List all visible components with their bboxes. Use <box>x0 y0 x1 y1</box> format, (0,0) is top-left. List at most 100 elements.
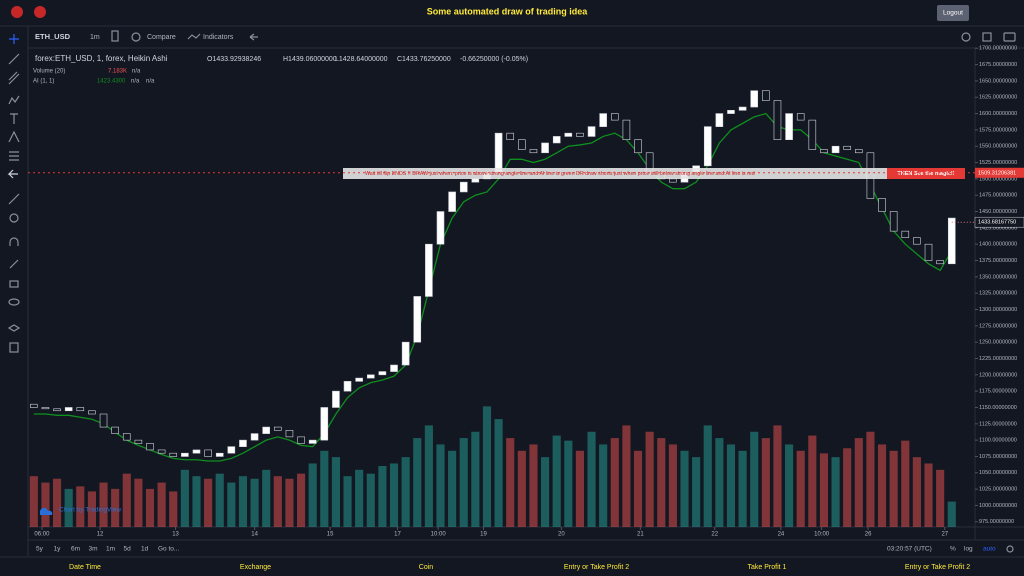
trendline-tool[interactable] <box>8 53 20 65</box>
tree-tool[interactable] <box>7 324 21 332</box>
volume-bar <box>517 450 526 527</box>
x-tick-label: 22 <box>711 532 718 538</box>
volume-bar <box>692 457 701 527</box>
chart-style-icon[interactable] <box>111 30 119 42</box>
y-tick-label: 1600.00000000 <box>979 111 1017 117</box>
candle-body <box>366 374 375 379</box>
ai-value: 1423.4300 <box>97 79 126 85</box>
logout-button[interactable] <box>937 5 969 21</box>
undo-icon[interactable] <box>249 33 258 41</box>
candle-body <box>320 407 329 441</box>
candle-body <box>192 449 201 454</box>
candle-body <box>599 113 607 127</box>
candle-body <box>634 139 642 154</box>
range-button[interactable]: 1d <box>141 546 149 553</box>
zoom-tool[interactable] <box>9 213 19 223</box>
volume-bar <box>459 438 468 527</box>
volume-bar <box>715 438 724 527</box>
crosshair-tool[interactable] <box>9 34 19 44</box>
settings-icon[interactable] <box>961 32 971 42</box>
footer-label: Take Profit 1 <box>748 564 787 571</box>
range-button[interactable]: 1m <box>106 546 115 553</box>
range-button[interactable]: 5y <box>36 546 44 553</box>
volume-bar <box>575 450 584 527</box>
footer-label: Exchange <box>240 564 271 571</box>
prediction-tool[interactable] <box>8 130 20 143</box>
lock-tool[interactable] <box>9 280 19 288</box>
y-tick-label: 1225.00000000 <box>979 356 1017 362</box>
fullscreen-icon[interactable] <box>982 32 992 42</box>
candle-body <box>274 426 282 431</box>
candle-body <box>831 145 840 154</box>
candle-body <box>204 449 212 457</box>
ruler-tool[interactable] <box>8 193 20 205</box>
snapshot-icon[interactable] <box>1003 32 1016 42</box>
volume-bar <box>273 476 282 527</box>
volume-bar <box>169 491 178 527</box>
footer-label: Entry or Take Profit 2 <box>905 564 970 571</box>
log-toggle[interactable]: log <box>964 546 973 553</box>
candle-body <box>518 139 526 150</box>
candle-body <box>227 446 236 454</box>
candle-body <box>88 410 96 415</box>
axis-settings-icon[interactable] <box>1006 545 1014 553</box>
y-tick-label: 1675.00000000 <box>979 62 1017 68</box>
volume-bar <box>134 478 143 527</box>
x-tick-label: 12 <box>97 532 104 538</box>
hide-tool[interactable] <box>8 298 20 306</box>
indicators-icon[interactable] <box>187 33 201 40</box>
level-label: 1509.31206381 <box>978 170 1016 176</box>
volume-bar <box>854 438 863 527</box>
legend-high: H1439.06000000 <box>283 56 337 63</box>
candle-body <box>622 119 631 141</box>
percent-toggle[interactable]: % <box>950 546 956 553</box>
last-price-box <box>974 216 1024 228</box>
range-button[interactable]: 6m <box>71 546 80 553</box>
volume-bar <box>64 488 73 527</box>
range-button[interactable]: 1y <box>54 546 62 553</box>
x-tick-label: 17 <box>394 532 401 538</box>
candle-body <box>41 407 50 410</box>
y-tick-label: 1175.00000000 <box>979 389 1017 395</box>
stay-drawing-tool[interactable] <box>9 259 19 269</box>
x-tick-label: 10:00 <box>431 532 447 538</box>
volume-bar <box>401 457 410 527</box>
delete-tool[interactable] <box>9 342 19 353</box>
candle-body <box>611 113 619 121</box>
interval-button[interactable]: 1m <box>90 34 100 41</box>
volume-bar <box>901 440 910 527</box>
back-tool[interactable] <box>7 169 18 179</box>
magnet-tool[interactable] <box>9 237 19 246</box>
symbol-button[interactable]: ETH_USD <box>35 32 71 41</box>
candle-body <box>53 408 61 412</box>
pattern-tool[interactable] <box>8 95 20 105</box>
candle-body <box>901 230 910 238</box>
auto-toggle[interactable]: auto <box>983 546 996 553</box>
candle-body <box>215 452 224 457</box>
volume-value: 7.183K <box>108 69 127 75</box>
measure-tool[interactable] <box>9 151 19 161</box>
footer-label: Date Time <box>69 564 101 571</box>
y-tick-label: 1425.00000000 <box>979 225 1017 231</box>
volume-bar <box>622 425 631 527</box>
volume-ma: n/a <box>132 69 141 75</box>
y-tick-label: 1375.00000000 <box>979 258 1017 264</box>
logout-label[interactable]: Logout <box>943 10 963 17</box>
range-button[interactable]: 3m <box>89 546 98 553</box>
candle-body <box>529 149 538 154</box>
volume-bar <box>541 457 550 527</box>
text-tool[interactable] <box>10 113 18 124</box>
x-tick-label: 15 <box>327 532 334 538</box>
fib-tool[interactable] <box>8 71 20 85</box>
indicators-button[interactable]: Indicators <box>203 34 234 41</box>
goto-button[interactable]: Go to... <box>158 546 180 553</box>
footer-label: Coin <box>419 564 434 571</box>
candle-body <box>30 403 38 408</box>
volume-bar <box>506 438 515 527</box>
compare-button[interactable]: Compare <box>147 34 176 41</box>
compare-icon[interactable] <box>131 32 141 42</box>
volume-bar <box>610 438 619 527</box>
volume-bar <box>296 473 306 527</box>
range-button[interactable]: 5d <box>124 546 132 553</box>
candle-body <box>506 132 515 141</box>
